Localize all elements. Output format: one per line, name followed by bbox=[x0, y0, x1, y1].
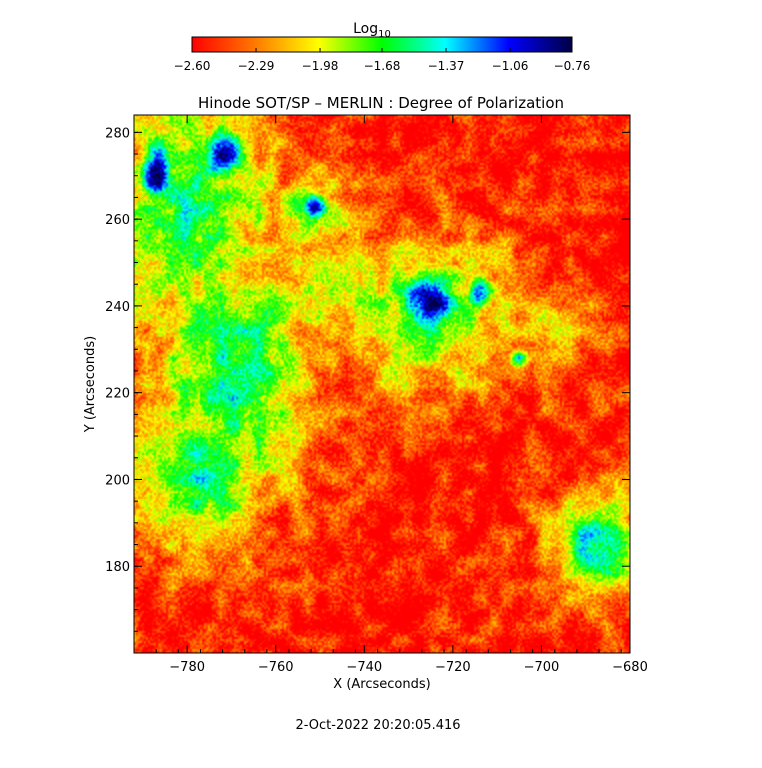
plot-frame bbox=[133, 114, 631, 654]
colorbar-tick-label: −1.98 bbox=[302, 59, 339, 73]
x-axis: −780 −760 −740 −720 −700 −680 bbox=[133, 115, 648, 675]
colorbar-tick-label: −0.76 bbox=[554, 59, 591, 73]
y-tick-label: 200 bbox=[105, 473, 130, 488]
colorbar-ticks: −2.60 −2.29 −1.98 −1.68 −1.37 −1.06 −0.76 bbox=[174, 48, 591, 73]
x-axis-label: X (Arcseconds) bbox=[333, 677, 430, 692]
colorbar-tick-label: −1.37 bbox=[428, 59, 465, 73]
x-tick-label: −740 bbox=[346, 660, 382, 675]
x-tick-label: −760 bbox=[258, 660, 294, 675]
y-axis-label: Y (Arcseconds) bbox=[83, 336, 98, 433]
y-tick-label: 240 bbox=[105, 300, 130, 315]
y-axis: 180 200 220 240 260 280 bbox=[105, 126, 630, 632]
y-tick-label: 220 bbox=[105, 387, 130, 402]
colorbar-title: Log10 bbox=[353, 21, 391, 40]
colorbar: Log10 −2.60 −2.29 −1.98 −1.68 −1.37 −1.06 −0.7… bbox=[174, 21, 591, 73]
y-tick-label: 180 bbox=[105, 560, 130, 575]
heatmap-image bbox=[134, 115, 630, 653]
x-tick-label: −720 bbox=[435, 660, 471, 675]
colorbar-tick-label: −2.29 bbox=[238, 59, 275, 73]
x-tick-label: −780 bbox=[169, 660, 205, 675]
x-tick-label: −680 bbox=[612, 660, 648, 675]
x-tick-label: −700 bbox=[524, 660, 560, 675]
y-tick-label: 280 bbox=[105, 126, 130, 141]
y-tick-label: 260 bbox=[105, 213, 130, 228]
colorbar-tick-label: −1.68 bbox=[364, 59, 401, 73]
colorbar-tick-label: −1.06 bbox=[492, 59, 529, 73]
chart-title: Hinode SOT/SP – MERLIN : Degree of Polar… bbox=[198, 94, 564, 112]
colorbar-tick-label: −2.60 bbox=[174, 59, 211, 73]
timestamp: 2-Oct-2022 20:20:05.416 bbox=[295, 718, 460, 733]
